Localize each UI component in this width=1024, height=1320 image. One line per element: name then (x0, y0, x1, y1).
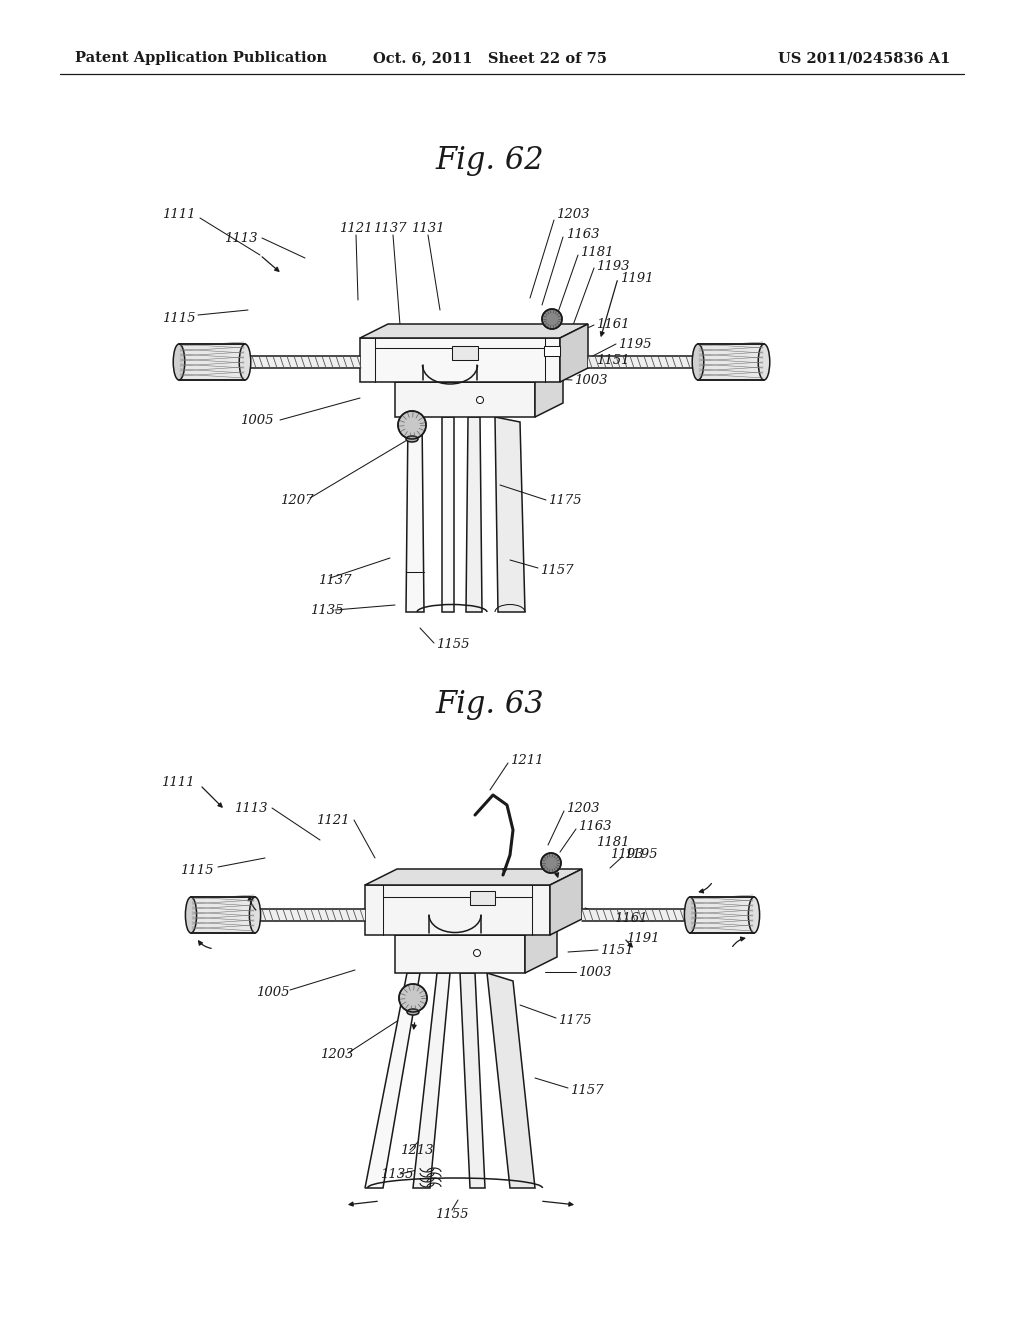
Polygon shape (365, 973, 420, 1188)
Text: 1005: 1005 (240, 413, 273, 426)
Text: 1137: 1137 (374, 222, 407, 235)
Text: 1155: 1155 (435, 1209, 469, 1221)
Text: 1135: 1135 (380, 1168, 414, 1181)
Text: 1203: 1203 (566, 801, 599, 814)
Text: 1163: 1163 (578, 820, 611, 833)
Text: 1211: 1211 (510, 754, 544, 767)
Text: Patent Application Publication: Patent Application Publication (75, 51, 327, 65)
Polygon shape (452, 346, 478, 360)
Ellipse shape (185, 898, 197, 933)
Text: 1115: 1115 (180, 863, 213, 876)
Text: 1157: 1157 (540, 564, 573, 577)
Ellipse shape (173, 345, 184, 380)
Text: 1157: 1157 (570, 1084, 603, 1097)
Polygon shape (413, 973, 450, 1188)
Text: 1003: 1003 (578, 965, 611, 978)
Text: 1207: 1207 (280, 494, 313, 507)
Text: 1175: 1175 (548, 494, 582, 507)
Polygon shape (255, 909, 365, 921)
Text: 1003: 1003 (574, 374, 607, 387)
Polygon shape (495, 417, 525, 612)
Text: 1121: 1121 (339, 222, 373, 235)
Text: 1213: 1213 (400, 1143, 433, 1156)
Text: 1151: 1151 (600, 944, 634, 957)
Text: 1175: 1175 (558, 1014, 592, 1027)
Polygon shape (191, 898, 255, 933)
Ellipse shape (240, 345, 251, 380)
Polygon shape (588, 356, 698, 368)
Polygon shape (544, 346, 560, 356)
Text: 1203: 1203 (556, 209, 590, 222)
Text: 1163: 1163 (566, 227, 599, 240)
Polygon shape (698, 345, 764, 380)
Text: 1111: 1111 (162, 776, 195, 788)
Polygon shape (470, 891, 495, 906)
Polygon shape (395, 935, 525, 973)
Text: US 2011/0245836 A1: US 2011/0245836 A1 (777, 51, 950, 65)
Ellipse shape (692, 345, 703, 380)
Text: Fig. 62: Fig. 62 (435, 144, 545, 176)
Polygon shape (245, 356, 360, 368)
Ellipse shape (406, 436, 418, 442)
Polygon shape (406, 417, 424, 612)
Text: 1121: 1121 (316, 813, 350, 826)
Text: 1131: 1131 (412, 222, 444, 235)
Polygon shape (395, 368, 563, 381)
Ellipse shape (399, 983, 427, 1012)
Text: 1193: 1193 (610, 849, 643, 862)
Text: 1161: 1161 (614, 912, 647, 924)
Polygon shape (395, 919, 557, 935)
Polygon shape (179, 345, 245, 380)
Ellipse shape (473, 949, 480, 957)
Polygon shape (442, 417, 454, 612)
Polygon shape (550, 869, 582, 935)
Text: 1195: 1195 (624, 849, 657, 862)
Ellipse shape (542, 309, 562, 329)
Text: 1113: 1113 (224, 231, 258, 244)
Text: 1151: 1151 (596, 354, 630, 367)
Ellipse shape (250, 898, 260, 933)
Text: Fig. 63: Fig. 63 (435, 689, 545, 721)
Text: 1191: 1191 (626, 932, 659, 945)
Text: 1193: 1193 (596, 260, 630, 272)
Text: 1113: 1113 (234, 801, 268, 814)
Text: 1161: 1161 (596, 318, 630, 331)
Polygon shape (360, 323, 588, 338)
Polygon shape (466, 417, 482, 612)
Polygon shape (487, 973, 535, 1188)
Text: 1195: 1195 (618, 338, 651, 351)
Text: 1135: 1135 (310, 603, 343, 616)
Polygon shape (460, 973, 485, 1188)
Text: 1005: 1005 (256, 986, 290, 998)
Text: 1115: 1115 (162, 312, 196, 325)
Text: 1181: 1181 (596, 836, 630, 849)
Text: 1203: 1203 (319, 1048, 353, 1061)
Polygon shape (365, 869, 582, 884)
Ellipse shape (749, 898, 760, 933)
Ellipse shape (541, 853, 561, 873)
Polygon shape (582, 909, 690, 921)
Ellipse shape (407, 1008, 419, 1015)
Text: 1111: 1111 (163, 209, 196, 222)
Text: 1137: 1137 (318, 573, 351, 586)
Polygon shape (690, 898, 754, 933)
Polygon shape (525, 919, 557, 973)
Polygon shape (360, 338, 560, 381)
Polygon shape (535, 368, 563, 417)
Text: 1191: 1191 (620, 272, 653, 285)
Text: 1155: 1155 (436, 639, 469, 652)
Text: Oct. 6, 2011   Sheet 22 of 75: Oct. 6, 2011 Sheet 22 of 75 (373, 51, 607, 65)
Ellipse shape (398, 411, 426, 440)
Ellipse shape (476, 396, 483, 404)
Ellipse shape (684, 898, 695, 933)
Ellipse shape (758, 345, 770, 380)
Polygon shape (560, 323, 588, 381)
Polygon shape (395, 381, 535, 417)
Polygon shape (365, 884, 550, 935)
Text: 1181: 1181 (580, 246, 613, 259)
